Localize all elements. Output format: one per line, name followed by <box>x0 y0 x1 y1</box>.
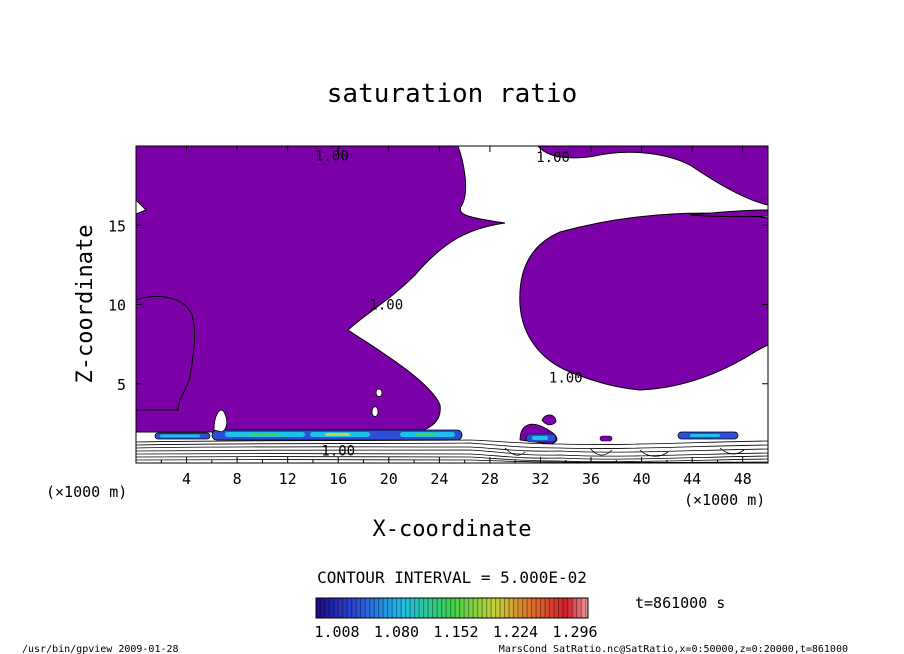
contour-labels: 1.00 1.00 1.00 1.00 1.00 <box>315 149 583 460</box>
contour-label: 1.00 <box>536 150 570 166</box>
y-tick-label: 10 <box>108 297 126 315</box>
colorbar-tick-label: 1.296 <box>552 623 597 641</box>
contour-label: 1.00 <box>315 149 349 165</box>
footer-right: MarsCond_SatRatio.nc@SatRatio,x=0:50000,… <box>499 644 848 654</box>
x-axis-label: X-coordinate <box>373 517 532 542</box>
x-tick-label: 28 <box>481 470 499 488</box>
chart-title: saturation ratio <box>327 79 577 109</box>
colorbar-tick-labels: 1.008 1.080 1.152 1.224 1.296 <box>314 623 597 641</box>
y-tick-label: 5 <box>117 376 126 394</box>
contour-fill-region-top-right <box>537 146 768 206</box>
x-tick-label: 8 <box>233 470 242 488</box>
cloud-layer <box>154 388 739 445</box>
footer-left: /usr/bin/gpview 2009-01-28 <box>22 644 179 654</box>
x-tick-label: 4 <box>182 470 191 488</box>
x-axis-ticks: 4 8 12 16 20 24 28 32 36 40 44 48 <box>160 146 752 488</box>
plot-area <box>136 146 768 463</box>
x-tick-label: 24 <box>430 470 448 488</box>
near-surface-contours <box>136 439 768 463</box>
contour-interval-text: CONTOUR INTERVAL = 5.000E-02 <box>317 568 587 587</box>
colorbar-tick-label: 1.224 <box>493 623 538 641</box>
x-tick-label: 36 <box>582 470 600 488</box>
time-label: t=861000 s <box>635 594 725 612</box>
y-tick-label: 15 <box>108 217 126 235</box>
contour-fill-region-right <box>519 212 768 391</box>
x-tick-label: 32 <box>531 470 549 488</box>
y-axis-label: Z-coordinate <box>73 225 98 384</box>
contour-label: 1.00 <box>321 443 355 459</box>
contour-fill-region-main <box>136 146 506 433</box>
colorbar-tick-label: 1.080 <box>374 623 419 641</box>
x-axis-unit: (×1000 m) <box>684 491 765 509</box>
x-tick-label: 12 <box>279 470 297 488</box>
x-tick-label: 16 <box>329 470 347 488</box>
x-tick-label: 40 <box>633 470 651 488</box>
colorbar-tick-label: 1.152 <box>433 623 478 641</box>
y-axis-unit: (×1000 m) <box>46 483 127 501</box>
x-tick-label: 20 <box>380 470 398 488</box>
x-tick-label: 48 <box>734 470 752 488</box>
x-tick-label: 44 <box>683 470 701 488</box>
colorbar <box>315 597 589 619</box>
contour-label: 1.00 <box>549 370 583 386</box>
contour-label: 1.00 <box>369 298 403 314</box>
contour-notch <box>136 199 147 215</box>
contour-fill-spur <box>689 209 768 218</box>
colorbar-tick-label: 1.008 <box>314 623 359 641</box>
y-axis-ticks: 5 10 15 <box>108 217 768 394</box>
